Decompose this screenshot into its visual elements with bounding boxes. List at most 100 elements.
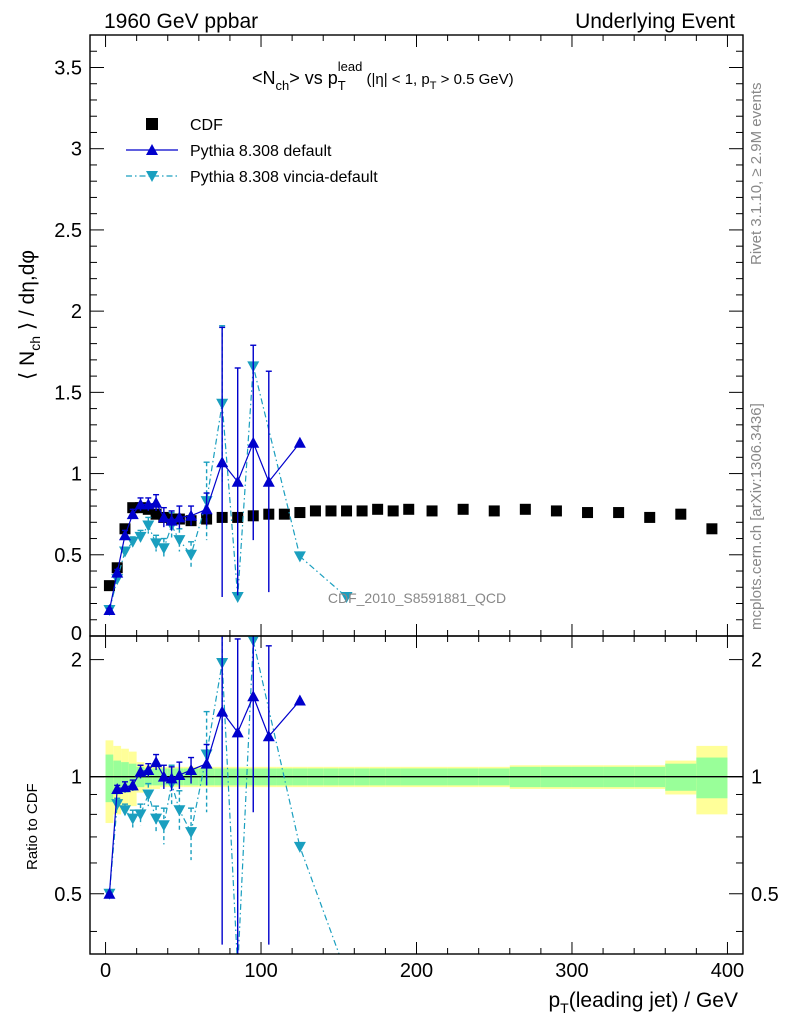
vincia-ratio-line xyxy=(108,640,340,954)
y-tick-label-zero: 0 xyxy=(71,623,82,645)
default-ratio-point xyxy=(262,730,275,742)
vincia-point xyxy=(231,592,244,604)
ratio-y-axis-label: Ratio to CDF xyxy=(24,783,41,870)
y-tick-label: 3 xyxy=(71,139,82,161)
cdf-point xyxy=(426,505,438,517)
ratio-band-inner xyxy=(113,760,122,795)
x-tick-label: 400 xyxy=(711,960,744,982)
main-frame xyxy=(89,34,744,637)
ratio-y-tick-label-right: 1 xyxy=(751,767,762,789)
default-point xyxy=(216,456,229,468)
x-tick-label: 200 xyxy=(400,960,433,982)
vincia-point xyxy=(157,543,170,555)
cdf-point xyxy=(519,503,531,515)
default-point xyxy=(165,514,178,526)
cdf-point xyxy=(457,503,469,515)
vincia-point xyxy=(173,535,186,547)
cdf-point xyxy=(387,505,399,517)
y-tick-label: 0.5 xyxy=(54,545,82,567)
cdf-point xyxy=(309,505,321,517)
default-point xyxy=(231,475,244,487)
cdf-point xyxy=(356,505,368,517)
default-point xyxy=(185,509,198,521)
default-point xyxy=(173,511,186,523)
default-point xyxy=(126,508,139,520)
x-tick-label: 300 xyxy=(555,960,588,982)
legend-vincia-marker xyxy=(146,171,158,182)
ratio-band-inner xyxy=(121,762,129,793)
default-ratio-point xyxy=(247,690,260,702)
default-point xyxy=(293,436,306,448)
default-ratio-point xyxy=(126,779,139,791)
cdf-point xyxy=(325,505,337,517)
legend-label: CDF xyxy=(190,117,223,134)
default-ratio-point xyxy=(231,726,244,738)
cdf-point xyxy=(644,511,656,523)
default-ratio-point xyxy=(150,756,163,768)
default-point xyxy=(247,436,260,448)
ratio-y-tick-label-right: 0.5 xyxy=(751,884,779,906)
ratio-band-inner xyxy=(105,754,114,803)
default-ratio-point xyxy=(142,764,155,776)
vincia-point xyxy=(340,592,353,604)
vincia-ratio-point xyxy=(173,805,186,817)
mcplots-label: mcplots.cern.ch [arXiv:1306.3436] xyxy=(748,403,765,630)
default-point xyxy=(118,529,131,541)
vincia-point xyxy=(134,531,147,543)
default-ratio-point xyxy=(216,705,229,717)
default-ratio-point xyxy=(200,757,213,769)
cdf-point xyxy=(613,507,625,519)
vincia-point xyxy=(293,551,306,563)
default-ratio-point xyxy=(173,769,186,781)
vincia-line xyxy=(108,366,347,611)
legend-cdf-marker xyxy=(146,118,158,130)
x-tick-label: 100 xyxy=(244,960,277,982)
vincia-point xyxy=(142,520,155,532)
ratio-band-inner xyxy=(696,757,728,799)
default-ratio-line xyxy=(108,694,301,894)
ratio-y-tick-label-right: 2 xyxy=(751,650,762,672)
ratio-y-tick-label: 1 xyxy=(71,767,82,789)
cdf-point xyxy=(103,580,115,592)
vincia-ratio-point xyxy=(157,820,170,832)
vincia-ratio-point xyxy=(142,789,155,801)
cdf-point xyxy=(675,508,687,520)
default-point xyxy=(262,475,275,487)
x-axis-label: pT(leading jet) / GeV xyxy=(548,989,738,1016)
cdf-point xyxy=(341,505,353,517)
cdf-point xyxy=(119,523,131,535)
cdf-point xyxy=(488,505,500,517)
default-line xyxy=(108,441,301,611)
vincia-ratio-point xyxy=(111,799,124,811)
vincia-ratio-point xyxy=(293,841,306,853)
main-plot-area xyxy=(103,325,718,617)
cdf-point xyxy=(150,508,162,520)
legend: CDF Pythia 8.308 default Pythia 8.308 vinc… xyxy=(126,117,378,186)
legend-label: Pythia 8.308 vincia-default xyxy=(190,169,378,186)
y-axis-label: ⟨ Nch ⟩ / dη,dφ xyxy=(16,250,43,380)
ratio-y-tick-label: 0.5 xyxy=(54,884,82,906)
vincia-ratio-point xyxy=(341,969,353,980)
main-panel: 0.5 1 1.5 2 2.5 3 3.5 0 xyxy=(54,34,744,645)
ratio-plot-area xyxy=(90,636,743,980)
default-point xyxy=(157,511,170,523)
default-point xyxy=(103,604,116,616)
y-tick-label: 1.5 xyxy=(54,382,82,404)
vincia-ratio-point xyxy=(118,805,131,817)
vincia-ratio-point xyxy=(150,813,163,825)
plot-title: <Nch> vs pTlead (|η| < 1, pT > 0.5 GeV) xyxy=(252,59,514,93)
ratio-panel: 0 100 200 300 400 0.5 0.5 1 1 2 2 xyxy=(54,624,779,982)
ratio-frame xyxy=(89,635,744,955)
cdf-point xyxy=(278,508,290,520)
cdf-point xyxy=(582,507,594,519)
default-ratio-point xyxy=(103,887,116,899)
cdf-point xyxy=(294,507,306,519)
default-ratio-point xyxy=(185,764,198,776)
rivet-label: Rivet 3.1.10, ≥ 2.9M events xyxy=(748,83,765,266)
cdf-point xyxy=(403,503,415,515)
header-left: 1960 GeV ppbar xyxy=(104,10,258,33)
default-point xyxy=(111,566,124,578)
vincia-ratio-point xyxy=(185,827,198,839)
default-point xyxy=(134,498,147,510)
